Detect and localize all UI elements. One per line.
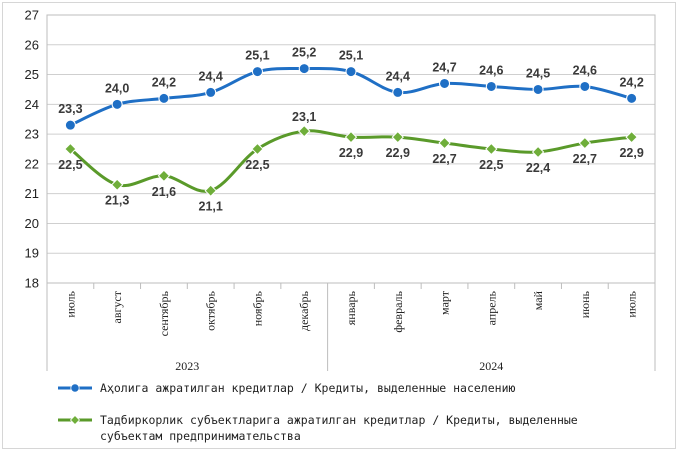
series-1-point-7 bbox=[391, 130, 404, 144]
y-tick-label-22: 22 bbox=[25, 156, 39, 171]
x-tick-label-11: июнь bbox=[578, 290, 592, 318]
series-1-point-1 bbox=[110, 178, 124, 191]
plot-area bbox=[46, 14, 656, 284]
series-1-point-4 bbox=[251, 142, 264, 156]
series-0-data-label-8: 24,7 bbox=[432, 60, 456, 74]
y-tick-label-26: 26 bbox=[25, 37, 39, 52]
year-label-2023: 2023 bbox=[175, 359, 199, 373]
legend-marker-green bbox=[58, 414, 92, 426]
series-0-point-9 bbox=[485, 80, 497, 92]
x-tick-label-10: май bbox=[531, 290, 545, 310]
series-0-data-label-4: 25,1 bbox=[245, 49, 269, 63]
x-tick-label-12: июль bbox=[625, 290, 639, 317]
series-0-data-label-0: 23,3 bbox=[58, 102, 82, 116]
series-1-point-12 bbox=[625, 130, 638, 144]
series-1-data-label-2: 21,6 bbox=[152, 185, 176, 199]
y-tick-label-20: 20 bbox=[25, 216, 39, 231]
series-0-data-label-6: 25,1 bbox=[339, 49, 363, 63]
series-0-point-3 bbox=[205, 86, 217, 98]
series-1-data-label-4: 22,5 bbox=[245, 158, 269, 172]
series-0-data-label-11: 24,6 bbox=[573, 63, 597, 77]
series-1-data-label-0: 22,5 bbox=[58, 158, 82, 172]
x-tick-label-8: март bbox=[438, 290, 452, 315]
series-1-data-label-6: 22,9 bbox=[339, 146, 363, 160]
series-0-point-2 bbox=[158, 92, 170, 104]
series-0-point-1 bbox=[111, 98, 123, 110]
line-chart: 18 19 20 21 22 23 24 25 26 27 июль август сентябрь ок… bbox=[25, 8, 656, 373]
series-1-point-9 bbox=[485, 142, 498, 156]
chart-frame bbox=[2, 2, 676, 449]
x-tick-label-7: февраль bbox=[391, 290, 405, 332]
x-tick-label-4: ноябрь bbox=[250, 290, 264, 326]
x-tick-label-0: июль bbox=[63, 290, 77, 317]
series-0-data-label-1: 24,0 bbox=[105, 81, 129, 95]
series-0-point-10 bbox=[532, 83, 544, 95]
series-1-point-0 bbox=[64, 142, 77, 156]
series-1-point-3 bbox=[204, 184, 217, 197]
series-0-data-label-12: 24,2 bbox=[619, 75, 643, 89]
series-1-data-label-1: 21,3 bbox=[105, 194, 129, 208]
series-1-point-2 bbox=[157, 169, 171, 183]
series-0-point-5 bbox=[298, 63, 310, 75]
series-0-point-12 bbox=[626, 92, 638, 104]
series-0-point-11 bbox=[579, 80, 591, 92]
series-0-point-4 bbox=[251, 66, 263, 78]
series-0-point-6 bbox=[345, 66, 357, 78]
series-1-point-10 bbox=[531, 145, 545, 159]
series-1-data-label-8: 22,7 bbox=[432, 152, 456, 166]
series-1-point-6 bbox=[344, 130, 358, 144]
y-tick-label-19: 19 bbox=[25, 246, 39, 261]
legend-marker-blue bbox=[58, 383, 92, 393]
y-tick-label-23: 23 bbox=[25, 127, 39, 142]
x-tick-label-2: сентябрь bbox=[157, 290, 171, 336]
series-1-data-label-5: 23,1 bbox=[292, 110, 316, 124]
y-tick-label-27: 27 bbox=[25, 8, 39, 23]
x-tick-label-6: январь bbox=[344, 290, 358, 325]
series-0-data-label-5: 25,2 bbox=[292, 46, 316, 60]
x-tick-label-5: декабрь bbox=[297, 290, 311, 331]
y-tick-label-24: 24 bbox=[25, 97, 39, 112]
series-0-data-label-3: 24,4 bbox=[199, 69, 223, 83]
series-0-data-label-10: 24,5 bbox=[526, 66, 550, 80]
legend-label-population: Аҳолига ажратилган кредитлар / Кредиты, … bbox=[100, 381, 516, 395]
series-0-data-label-7: 24,4 bbox=[386, 69, 410, 83]
series-0-data-label-9: 24,6 bbox=[479, 63, 503, 77]
x-tick-label-3: октябрь bbox=[204, 290, 218, 330]
series-1-data-label-10: 22,4 bbox=[526, 161, 550, 175]
series-1-point-8 bbox=[438, 136, 451, 150]
series-0-point-8 bbox=[439, 77, 451, 89]
year-label-2024: 2024 bbox=[479, 359, 503, 373]
legend-label-entrepreneurs: Тадбиркорлик субъектларига ажратилган кр… bbox=[100, 413, 578, 443]
y-tick-label-21: 21 bbox=[25, 186, 39, 201]
series-1-point-5 bbox=[298, 124, 311, 138]
y-tick-label-25: 25 bbox=[25, 67, 39, 82]
x-tick-label-9: апрель bbox=[484, 290, 498, 325]
series-0-point-7 bbox=[392, 86, 404, 98]
series-0-data-label-2: 24,2 bbox=[152, 75, 176, 89]
series-1-data-label-7: 22,9 bbox=[386, 146, 410, 160]
y-tick-label-18: 18 bbox=[25, 276, 39, 291]
series-1-data-label-9: 22,5 bbox=[479, 158, 503, 172]
series-1-point-11 bbox=[578, 136, 592, 150]
series-1-data-label-12: 22,9 bbox=[619, 146, 643, 160]
series-0-point-0 bbox=[64, 119, 76, 131]
series-1-data-label-11: 22,7 bbox=[573, 152, 597, 166]
x-tick-label-1: август bbox=[110, 290, 124, 323]
series-1-data-label-3: 21,1 bbox=[199, 200, 223, 214]
